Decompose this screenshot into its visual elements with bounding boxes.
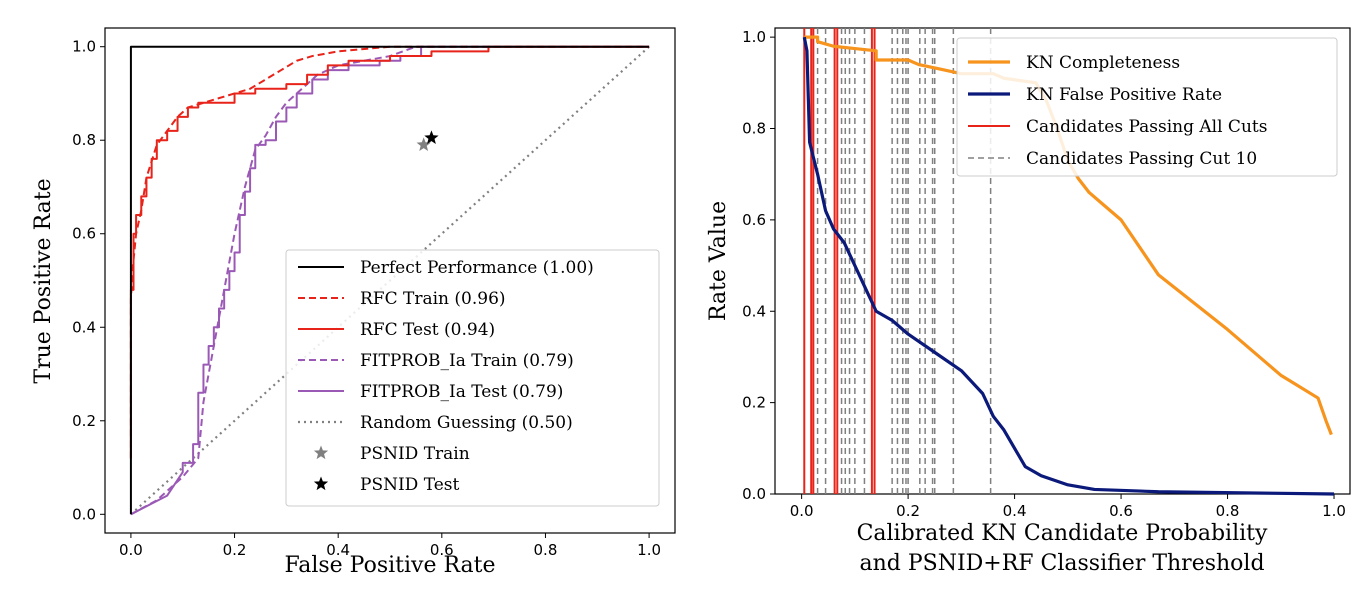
left-series-line-1 [129, 45, 650, 459]
left-legend-label: Random Guessing (0.50) [360, 413, 573, 433]
left-legend-label: FITPROB_Ia Test (0.79) [360, 382, 563, 402]
left-series-line-2 [129, 45, 650, 459]
left-x-tick-label: 0.0 [119, 541, 143, 559]
right-legend-label: Candidates Passing Cut 10 [1026, 149, 1257, 169]
left-series-line-4 [130, 45, 650, 516]
left-x-tick-label: 0.4 [326, 541, 350, 559]
left-y-tick-label: 1.0 [72, 38, 96, 56]
right-legend-label: KN Completeness [1026, 53, 1180, 73]
left-y-tick-label: 0.2 [72, 412, 96, 430]
left-x-tick-label: 0.6 [430, 541, 454, 559]
left-y-tick-label: 0.8 [72, 131, 96, 149]
right-y-tick-label: 0.2 [742, 394, 766, 412]
left-y-axis-title: True Positive Rate [31, 178, 56, 383]
left-y-tick-label: 0.0 [72, 505, 96, 523]
right-x-tick-label: 0.8 [1216, 502, 1240, 520]
left-y-tick-label: 0.6 [72, 225, 96, 243]
right-legend-box [956, 37, 1338, 177]
right-x-tick-label: 0.2 [896, 502, 920, 520]
right-x-tick-label: 0.6 [1109, 502, 1133, 520]
left-marker-star-1 [424, 130, 439, 144]
right-x-axis-title-line2: and PSNID+RF Classifier Threshold [859, 551, 1264, 576]
right-legend: KN Completeness KN False Positive Rate Can… [956, 37, 1338, 177]
right-plot-frame [774, 27, 1351, 495]
right-x-tick-label: 0.0 [790, 502, 814, 520]
left-legend: Perfect Performance (1.00) RFC Train (0.9… [285, 249, 660, 507]
left-legend-star [313, 476, 329, 491]
left-legend-box [285, 249, 660, 507]
left-plot-frame [104, 27, 676, 534]
right-vertical-lines [803, 28, 992, 494]
kn-rate-chart: 0.0 0.2 0.4 0.6 0.8 1.0 0.0 0.2 0.4 0.6 0.8 1.0 Cal… [706, 27, 1351, 576]
left-series-line-0 [129, 45, 650, 515]
left-x-tick-label: 0.2 [223, 541, 247, 559]
right-legend-label: Candidates Passing All Cuts [1026, 117, 1267, 137]
left-x-tick-label: 0.8 [534, 541, 558, 559]
right-x-tick-label: 1.0 [1322, 502, 1346, 520]
right-y-tick-label: 0.0 [742, 485, 766, 503]
right-ticks: 0.0 0.2 0.4 0.6 0.8 1.0 0.0 0.2 0.4 0.6 0.8 1.0 [742, 28, 1346, 520]
left-x-axis-title: False Positive Rate [284, 553, 495, 578]
right-y-tick-label: 0.6 [742, 211, 766, 229]
left-legend-label: PSNID Train [360, 444, 470, 464]
left-ticks: 0.0 0.2 0.4 0.6 0.8 1.0 0.0 0.2 0.4 0.6 0.8 1.0 [72, 38, 661, 559]
left-legend-label: Perfect Performance (1.00) [360, 258, 594, 278]
right-series-line-1 [802, 36, 1335, 496]
right-y-tick-label: 0.4 [742, 302, 766, 320]
left-legend-star [313, 445, 329, 460]
left-legend-label: RFC Train (0.96) [360, 289, 506, 309]
right-x-axis-title-line1: Calibrated KN Candidate Probability [857, 521, 1268, 546]
left-legend-label: RFC Test (0.94) [360, 320, 495, 340]
left-x-tick-label: 1.0 [637, 541, 661, 559]
left-marker-star-0 [416, 137, 431, 151]
right-y-tick-label: 0.8 [742, 120, 766, 138]
right-legend-label: KN False Positive Rate [1026, 85, 1222, 105]
left-legend-label: PSNID Test [360, 475, 460, 495]
left-legend-label: FITPROB_Ia Train (0.79) [360, 351, 574, 371]
roc-chart: 0.0 0.2 0.4 0.6 0.8 1.0 0.0 0.2 0.4 0.6 0.8 1.0 Fal… [31, 27, 676, 578]
right-y-axis-title: Rate Value [706, 201, 731, 321]
right-y-tick-label: 1.0 [742, 28, 766, 46]
left-markers [416, 130, 439, 151]
left-y-tick-label: 0.4 [72, 318, 96, 336]
right-x-tick-label: 0.4 [1003, 502, 1027, 520]
